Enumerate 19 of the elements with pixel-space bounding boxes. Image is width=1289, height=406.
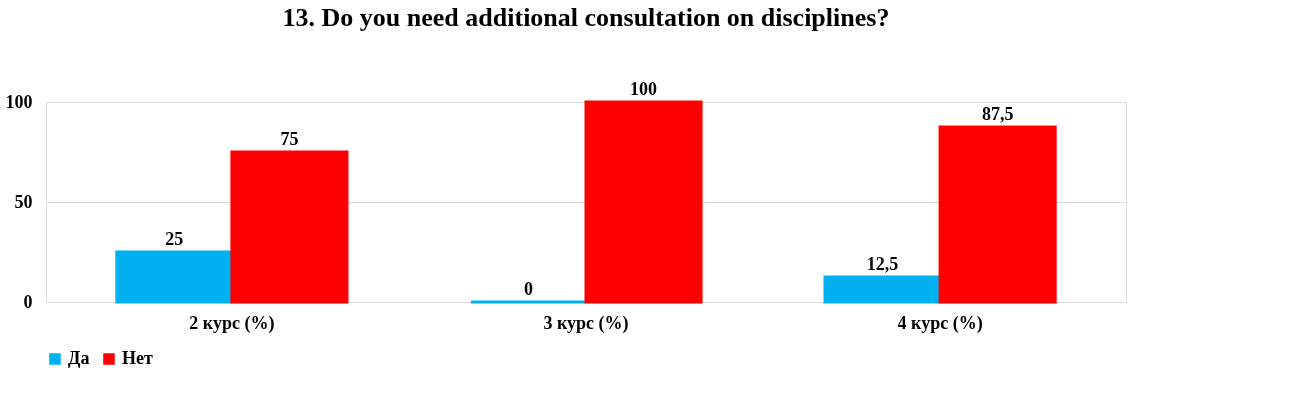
bar [584,100,703,304]
chart-title: 13. Do you need additional consultation on disciplines? [282,3,890,32]
x-tick-label: 4 курс (%) [897,312,983,334]
data-label: 87,5 [981,104,1014,124]
y-tick-label: 0 [23,291,33,312]
bar [823,275,942,304]
y-tick-label: 100 [5,91,33,112]
data-label: 0 [523,279,533,299]
x-tick-label: 2 курс (%) [189,312,275,334]
legend-label: Нет [122,348,153,368]
data-label: 75 [280,129,299,149]
x-tick-label: 3 курс (%) [543,312,629,334]
bar [938,125,1057,304]
data-label: 25 [165,229,184,249]
data-label: 100 [630,79,658,99]
legend-label: Да [68,348,90,368]
bar [230,150,349,304]
y-tick-label: 50 [14,191,33,212]
data-label: 12,5 [866,254,899,274]
